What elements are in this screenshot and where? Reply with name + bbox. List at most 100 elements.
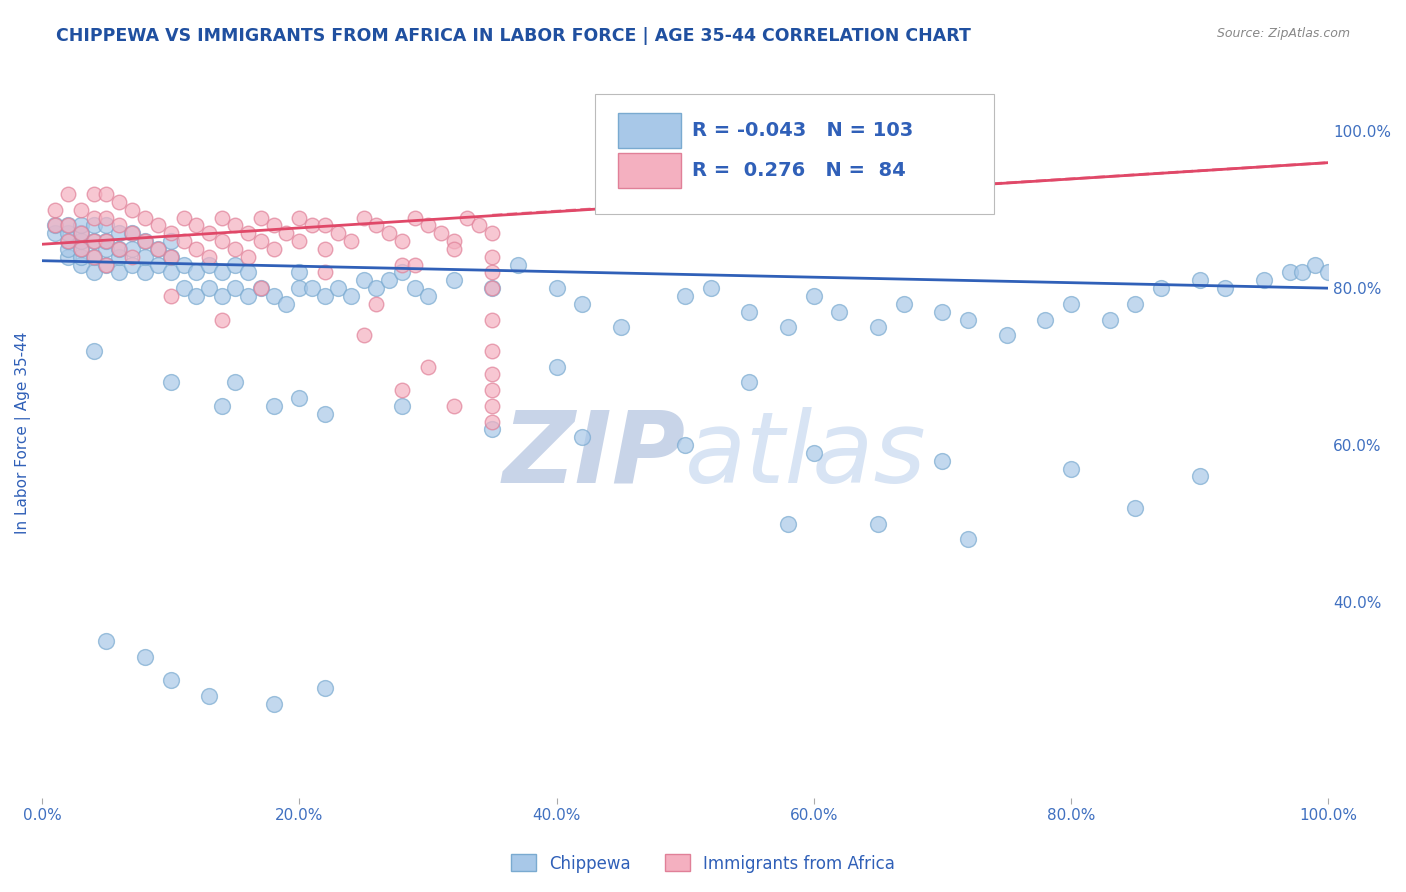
Point: [56, 219, 79, 233]
Point: [1317, 265, 1340, 279]
Point: [56, 219, 79, 233]
Point: [828, 304, 851, 318]
Point: [481, 422, 503, 436]
Point: [224, 258, 246, 272]
Point: [1060, 461, 1083, 475]
Point: [803, 446, 825, 460]
Point: [1278, 265, 1301, 279]
Point: [288, 265, 311, 279]
Point: [121, 242, 143, 256]
Point: [481, 226, 503, 240]
Point: [391, 399, 413, 413]
Point: [1253, 273, 1275, 287]
Point: [1188, 469, 1211, 483]
Point: [700, 281, 723, 295]
Point: [159, 673, 181, 688]
Point: [44, 219, 66, 233]
Point: [96, 258, 118, 272]
Point: [481, 265, 503, 279]
Point: [378, 273, 401, 287]
Point: [803, 289, 825, 303]
Point: [198, 250, 221, 264]
Point: [931, 304, 953, 318]
Point: [314, 289, 336, 303]
Point: [134, 250, 156, 264]
Point: [96, 187, 118, 202]
Point: [224, 281, 246, 295]
Point: [443, 273, 465, 287]
Point: [404, 281, 426, 295]
Point: [481, 312, 503, 326]
Point: [146, 219, 169, 233]
FancyBboxPatch shape: [619, 113, 682, 148]
Point: [1303, 258, 1326, 272]
Point: [546, 281, 568, 295]
Point: [236, 226, 259, 240]
Point: [481, 415, 503, 429]
Point: [1123, 297, 1146, 311]
Point: [236, 250, 259, 264]
Point: [866, 320, 889, 334]
Point: [506, 258, 529, 272]
Point: [931, 454, 953, 468]
Point: [263, 697, 285, 711]
FancyBboxPatch shape: [619, 153, 682, 188]
Point: [121, 258, 143, 272]
Point: [146, 258, 169, 272]
Point: [429, 226, 451, 240]
Point: [173, 258, 195, 272]
Point: [288, 281, 311, 295]
Point: [276, 226, 298, 240]
Point: [134, 211, 156, 225]
Point: [236, 265, 259, 279]
Point: [211, 289, 233, 303]
Point: [198, 226, 221, 240]
Point: [893, 297, 915, 311]
Point: [301, 281, 323, 295]
Point: [56, 234, 79, 248]
Point: [314, 407, 336, 421]
Point: [96, 211, 118, 225]
FancyBboxPatch shape: [595, 94, 994, 214]
Point: [69, 226, 91, 240]
Point: [83, 211, 105, 225]
Point: [186, 265, 208, 279]
Text: ZIP: ZIP: [502, 407, 685, 504]
Y-axis label: In Labor Force | Age 35-44: In Labor Force | Age 35-44: [15, 332, 31, 534]
Point: [468, 219, 491, 233]
Point: [56, 242, 79, 256]
Point: [276, 297, 298, 311]
Point: [198, 689, 221, 703]
Point: [443, 399, 465, 413]
Point: [776, 516, 799, 531]
Point: [391, 265, 413, 279]
Point: [416, 219, 439, 233]
Point: [146, 242, 169, 256]
Point: [481, 399, 503, 413]
Point: [1291, 265, 1313, 279]
Point: [995, 328, 1018, 343]
Point: [404, 211, 426, 225]
Point: [288, 211, 311, 225]
Point: [96, 634, 118, 648]
Text: CHIPPEWA VS IMMIGRANTS FROM AFRICA IN LABOR FORCE | AGE 35-44 CORRELATION CHART: CHIPPEWA VS IMMIGRANTS FROM AFRICA IN LA…: [56, 27, 972, 45]
Point: [121, 250, 143, 264]
Point: [121, 226, 143, 240]
Point: [339, 289, 361, 303]
Point: [236, 289, 259, 303]
Point: [83, 187, 105, 202]
Point: [263, 242, 285, 256]
Point: [96, 234, 118, 248]
Point: [673, 289, 696, 303]
Point: [314, 265, 336, 279]
Point: [159, 250, 181, 264]
Point: [339, 234, 361, 248]
Point: [224, 376, 246, 390]
Point: [443, 242, 465, 256]
Point: [211, 399, 233, 413]
Point: [1150, 281, 1173, 295]
Point: [56, 187, 79, 202]
Point: [249, 211, 271, 225]
Point: [83, 250, 105, 264]
Point: [481, 343, 503, 358]
